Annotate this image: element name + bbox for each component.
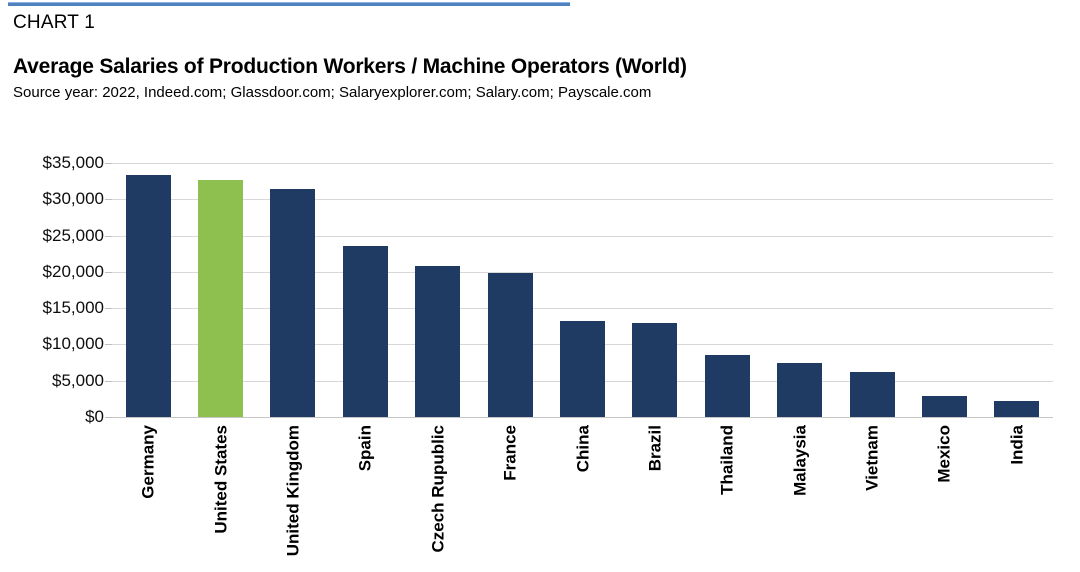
x-axis-category-label: United States <box>211 425 231 534</box>
chart-number-label: CHART 1 <box>13 12 96 33</box>
y-axis-tick <box>105 236 112 237</box>
x-axis-category-label: Brazil <box>645 425 665 472</box>
gridline <box>112 272 1053 273</box>
y-axis-tick-label: $30,000 <box>42 189 104 209</box>
chart-source-note: Source year: 2022, Indeed.com; Glassdoor… <box>13 84 652 101</box>
gridline <box>112 163 1053 164</box>
top-rule <box>8 2 570 6</box>
y-axis-tick-label: $25,000 <box>42 225 104 245</box>
bar-malaysia <box>777 363 822 417</box>
y-axis-tick-label: $35,000 <box>42 153 104 172</box>
x-axis-category-label: Malaysia <box>790 425 810 496</box>
bar-france <box>488 273 533 417</box>
x-axis-category-label: Czech Rupublic <box>428 425 448 553</box>
bar-czech-rupublic <box>415 266 460 417</box>
x-axis-category-label: China <box>573 425 593 473</box>
y-axis-tick <box>105 417 112 418</box>
x-axis-category-label: France <box>500 425 520 481</box>
bar-united-kingdom <box>270 189 315 417</box>
gridline <box>112 308 1053 309</box>
y-axis-tick <box>105 199 112 200</box>
gridline <box>112 236 1053 237</box>
x-axis-category-label: Spain <box>355 425 375 472</box>
y-axis-tick <box>105 381 112 382</box>
gridline <box>112 199 1053 200</box>
bar-china <box>560 321 605 417</box>
y-axis-tick-label: $20,000 <box>42 261 104 281</box>
x-axis-category-label: India <box>1007 425 1027 465</box>
bar-germany <box>126 175 171 417</box>
x-axis-category-label: United Kingdom <box>283 425 303 557</box>
bar-thailand <box>705 355 750 417</box>
y-axis-labels: $35,000 $30,000 $25,000 $20,000 $15,000 $10,0… <box>0 0 104 572</box>
y-axis-tick-label: $15,000 <box>42 298 104 318</box>
x-axis-category-label: Germany <box>138 425 158 499</box>
x-axis-category-label: Thailand <box>717 425 737 495</box>
x-axis-category-label: Vietnam <box>862 425 882 491</box>
bar-mexico <box>922 396 967 417</box>
y-axis-tick <box>105 308 112 309</box>
bar-united-states <box>198 180 243 417</box>
y-axis-tick <box>105 163 112 164</box>
y-axis-tick-label: $5,000 <box>52 370 104 390</box>
y-axis-tick <box>105 344 112 345</box>
plot-area <box>105 163 1053 418</box>
bar-vietnam <box>850 372 895 417</box>
y-axis-tick-label: $10,000 <box>42 334 104 354</box>
bar-india <box>994 401 1039 417</box>
bar-brazil <box>632 323 677 417</box>
y-axis-tick-label: $0 <box>85 407 104 426</box>
x-axis-category-label: Mexico <box>934 425 954 483</box>
y-axis-tick <box>105 272 112 273</box>
bar-spain <box>343 246 388 417</box>
chart-title: Average Salaries of Production Workers /… <box>13 55 687 78</box>
